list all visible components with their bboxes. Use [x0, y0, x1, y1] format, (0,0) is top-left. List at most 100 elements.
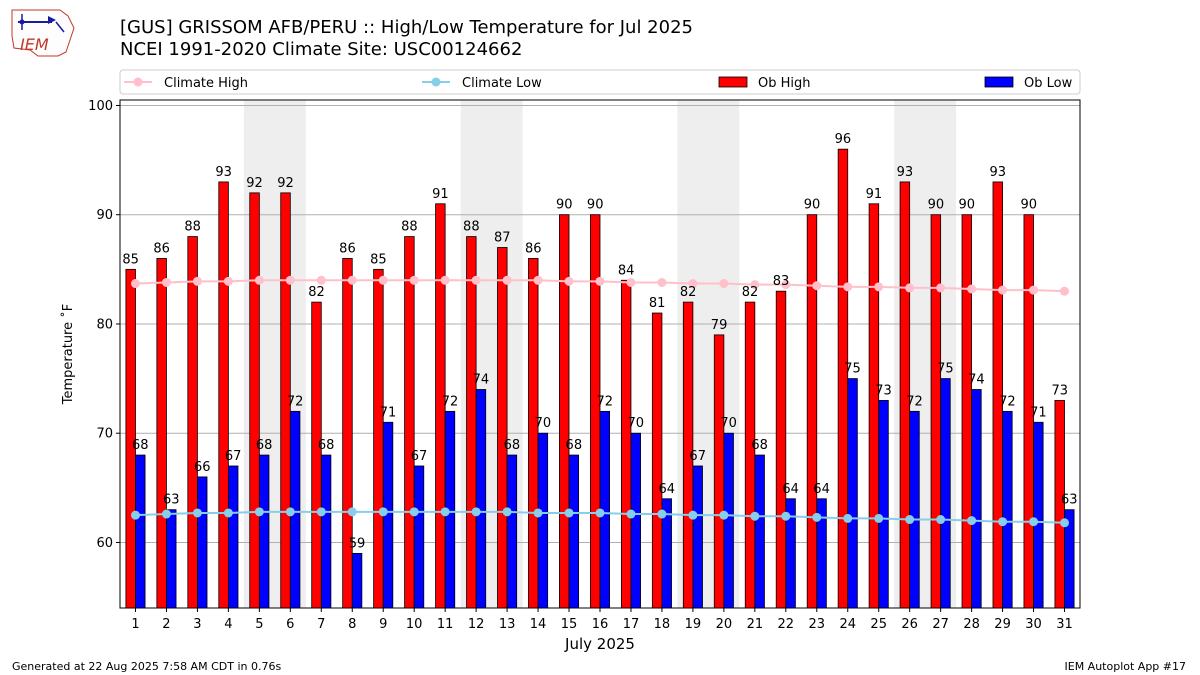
x-tick-label: 14: [530, 617, 547, 632]
ob-high-bar: [559, 214, 570, 609]
climate-low-point: [750, 511, 760, 521]
climate-low-point: [440, 507, 450, 517]
climate-high-point: [130, 279, 140, 289]
ob-high-bar: [373, 268, 384, 609]
climate-low-point: [533, 508, 543, 518]
climate-high-point: [192, 276, 202, 286]
ob-low-bar: [971, 389, 982, 609]
ob-low-label: 67: [689, 449, 706, 464]
ob-low-label: 72: [442, 394, 459, 409]
ob-high-label: 85: [370, 252, 387, 267]
ob-low-bar: [1002, 410, 1013, 609]
ob-high-label: 91: [866, 187, 883, 202]
x-tick-label: 24: [839, 617, 856, 632]
ob-low-bar: [537, 432, 549, 609]
x-tick-label: 26: [901, 617, 918, 632]
ob-high-label: 82: [308, 285, 325, 300]
y-tick-label: 80: [96, 317, 113, 332]
ob-low-label: 70: [720, 416, 737, 431]
legend-ob-high-label: Ob High: [758, 76, 811, 91]
x-tick-label: 3: [193, 617, 201, 632]
climate-low-point: [688, 510, 698, 520]
climate-high-point: [440, 275, 450, 285]
climate-high-point: [998, 285, 1008, 295]
ob-high-label: 87: [494, 230, 511, 245]
legend-ob-low-swatch: [984, 76, 1014, 88]
climate-high-point: [812, 281, 822, 291]
ob-high-bar: [620, 279, 632, 609]
ob-low-label: 64: [813, 482, 830, 497]
ob-high-label: 88: [184, 220, 201, 235]
ob-low-bar: [692, 465, 703, 609]
ob-low-label: 67: [225, 449, 242, 464]
ob-low-bar: [135, 454, 146, 609]
ob-low-label: 67: [411, 449, 428, 464]
ob-low-label: 63: [1061, 493, 1078, 508]
legend-climate-high-marker: [133, 77, 143, 87]
x-tick-label: 13: [499, 617, 516, 632]
ob-low-bar: [258, 454, 270, 609]
ob-high-label: 90: [587, 198, 604, 213]
climate-high-point: [533, 275, 543, 285]
ob-low-bar: [723, 432, 734, 609]
ob-high-bar: [837, 148, 849, 609]
climate-low-point: [1060, 518, 1070, 528]
ob-low-label: 59: [349, 536, 366, 551]
y-tick-label: 70: [96, 427, 113, 442]
ob-high-label: 88: [401, 220, 418, 235]
climate-high-point: [936, 283, 946, 293]
ob-high-label: 81: [649, 296, 666, 311]
ob-low-bar: [351, 552, 363, 609]
x-tick-label: 16: [592, 617, 609, 632]
ob-high-bar: [404, 236, 415, 609]
x-tick-label: 7: [317, 617, 325, 632]
ob-low-label: 68: [318, 438, 335, 453]
climate-high-point: [471, 275, 481, 285]
climate-low-point: [657, 509, 667, 519]
ob-low-bar: [227, 465, 239, 609]
climate-high-point: [750, 280, 760, 290]
footer-generated: Generated at 22 Aug 2025 7:58 AM CDT in …: [12, 660, 282, 673]
x-tick-label: 12: [468, 617, 485, 632]
climate-low-point: [564, 508, 574, 518]
x-tick-label: 29: [994, 617, 1011, 632]
climate-high-point: [657, 277, 667, 287]
climate-high-point: [161, 277, 171, 287]
ob-low-bar: [413, 465, 425, 609]
x-tick-label: 15: [561, 617, 578, 632]
climate-high-point: [1060, 286, 1070, 296]
climate-high-point: [595, 276, 605, 286]
ob-low-bar: [197, 476, 208, 609]
climate-high-point: [1029, 285, 1039, 295]
climate-low-point: [719, 510, 729, 520]
x-tick-label: 25: [870, 617, 887, 632]
ob-high-label: 86: [153, 241, 170, 256]
ob-high-label: 90: [1020, 198, 1037, 213]
ob-high-bar: [961, 214, 973, 609]
ob-low-bar: [847, 378, 858, 609]
ob-high-label: 90: [928, 198, 945, 213]
climate-low-point: [409, 507, 419, 517]
ob-high-bar: [497, 247, 508, 609]
climate-high-point: [409, 275, 419, 285]
climate-high-point: [285, 275, 295, 285]
x-tick-label: 20: [716, 617, 733, 632]
ob-high-label: 84: [618, 263, 635, 278]
ob-high-bar: [651, 312, 663, 609]
ob-low-bar: [909, 410, 920, 609]
ob-low-bar: [1033, 421, 1044, 609]
ob-low-label: 73: [875, 383, 892, 398]
ob-high-label: 88: [463, 220, 480, 235]
footer-app: IEM Autoplot App #17: [1064, 660, 1187, 673]
climate-high-point: [564, 276, 574, 286]
y-tick-label: 60: [96, 536, 113, 551]
ob-high-bar: [744, 301, 756, 609]
ob-low-bar: [940, 378, 951, 609]
ob-high-label: 90: [804, 198, 821, 213]
legend-box: [119, 69, 1081, 95]
climate-low-point: [1029, 517, 1039, 527]
chart-subtitle: NCEI 1991-2020 Climate Site: USC00124662: [120, 39, 523, 60]
climate-low-point: [595, 508, 605, 518]
ob-high-bar: [590, 214, 601, 609]
